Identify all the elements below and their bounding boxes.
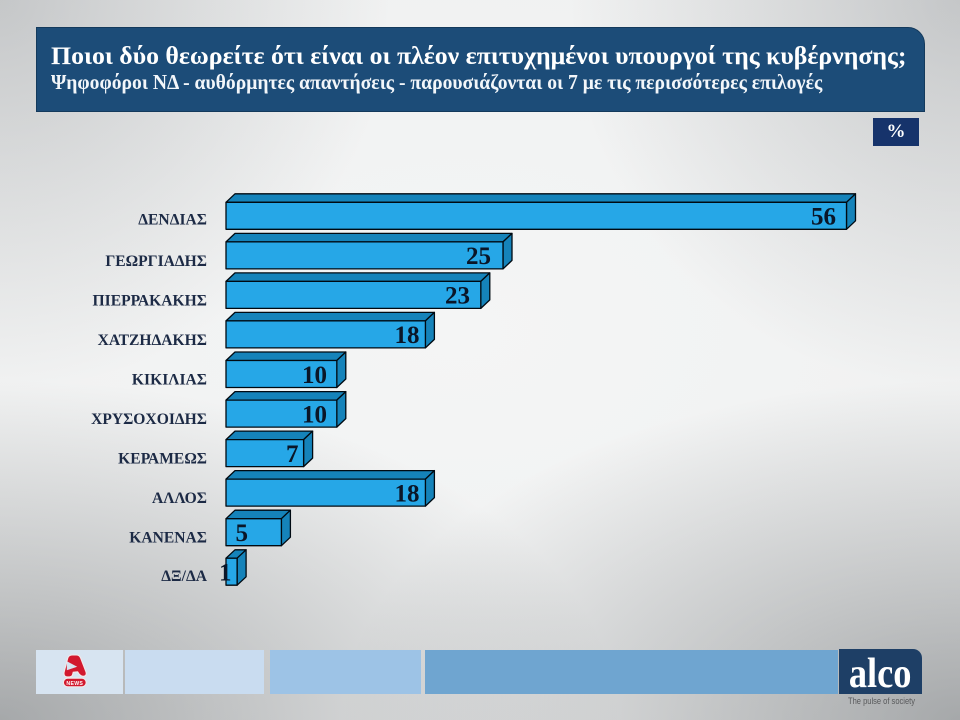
svg-text:18: 18 [395, 480, 420, 507]
svg-text:ΑΛΛΟΣ: ΑΛΛΟΣ [152, 490, 207, 507]
svg-text:7: 7 [286, 441, 299, 468]
svg-text:ΚΕΡΑΜΕΩΣ: ΚΕΡΑΜΕΩΣ [118, 451, 207, 468]
svg-text:ΧΑΤΖΗΔΑΚΗΣ: ΧΑΤΖΗΔΑΚΗΣ [98, 332, 207, 349]
svg-text:25: 25 [466, 243, 491, 270]
svg-text:1: 1 [219, 560, 232, 587]
svg-text:23: 23 [445, 283, 470, 310]
svg-text:10: 10 [302, 362, 327, 389]
svg-text:ΚΑΝΕΝΑΣ: ΚΑΝΕΝΑΣ [129, 530, 207, 547]
svg-text:ΓΕΩΡΓΙΑΔΗΣ: ΓΕΩΡΓΙΑΔΗΣ [105, 253, 207, 270]
svg-text:18: 18 [395, 322, 420, 349]
svg-text:ΔΕΝΔΙΑΣ: ΔΕΝΔΙΑΣ [138, 211, 207, 228]
svg-text:ΔΞ/ΔΑ: ΔΞ/ΔΑ [161, 568, 207, 585]
svg-text:ΚΙΚΙΛΙΑΣ: ΚΙΚΙΛΙΑΣ [132, 371, 207, 388]
svg-text:56: 56 [811, 204, 836, 231]
svg-text:ΠΙΕΡΡΑΚΑΚΗΣ: ΠΙΕΡΡΑΚΑΚΗΣ [93, 292, 207, 309]
svg-text:5: 5 [236, 520, 249, 547]
svg-text:NEWS: NEWS [66, 681, 83, 687]
svg-text:10: 10 [302, 401, 327, 428]
svg-text:ΧΡΥΣΟΧΟΙΔΗΣ: ΧΡΥΣΟΧΟΙΔΗΣ [91, 411, 207, 428]
